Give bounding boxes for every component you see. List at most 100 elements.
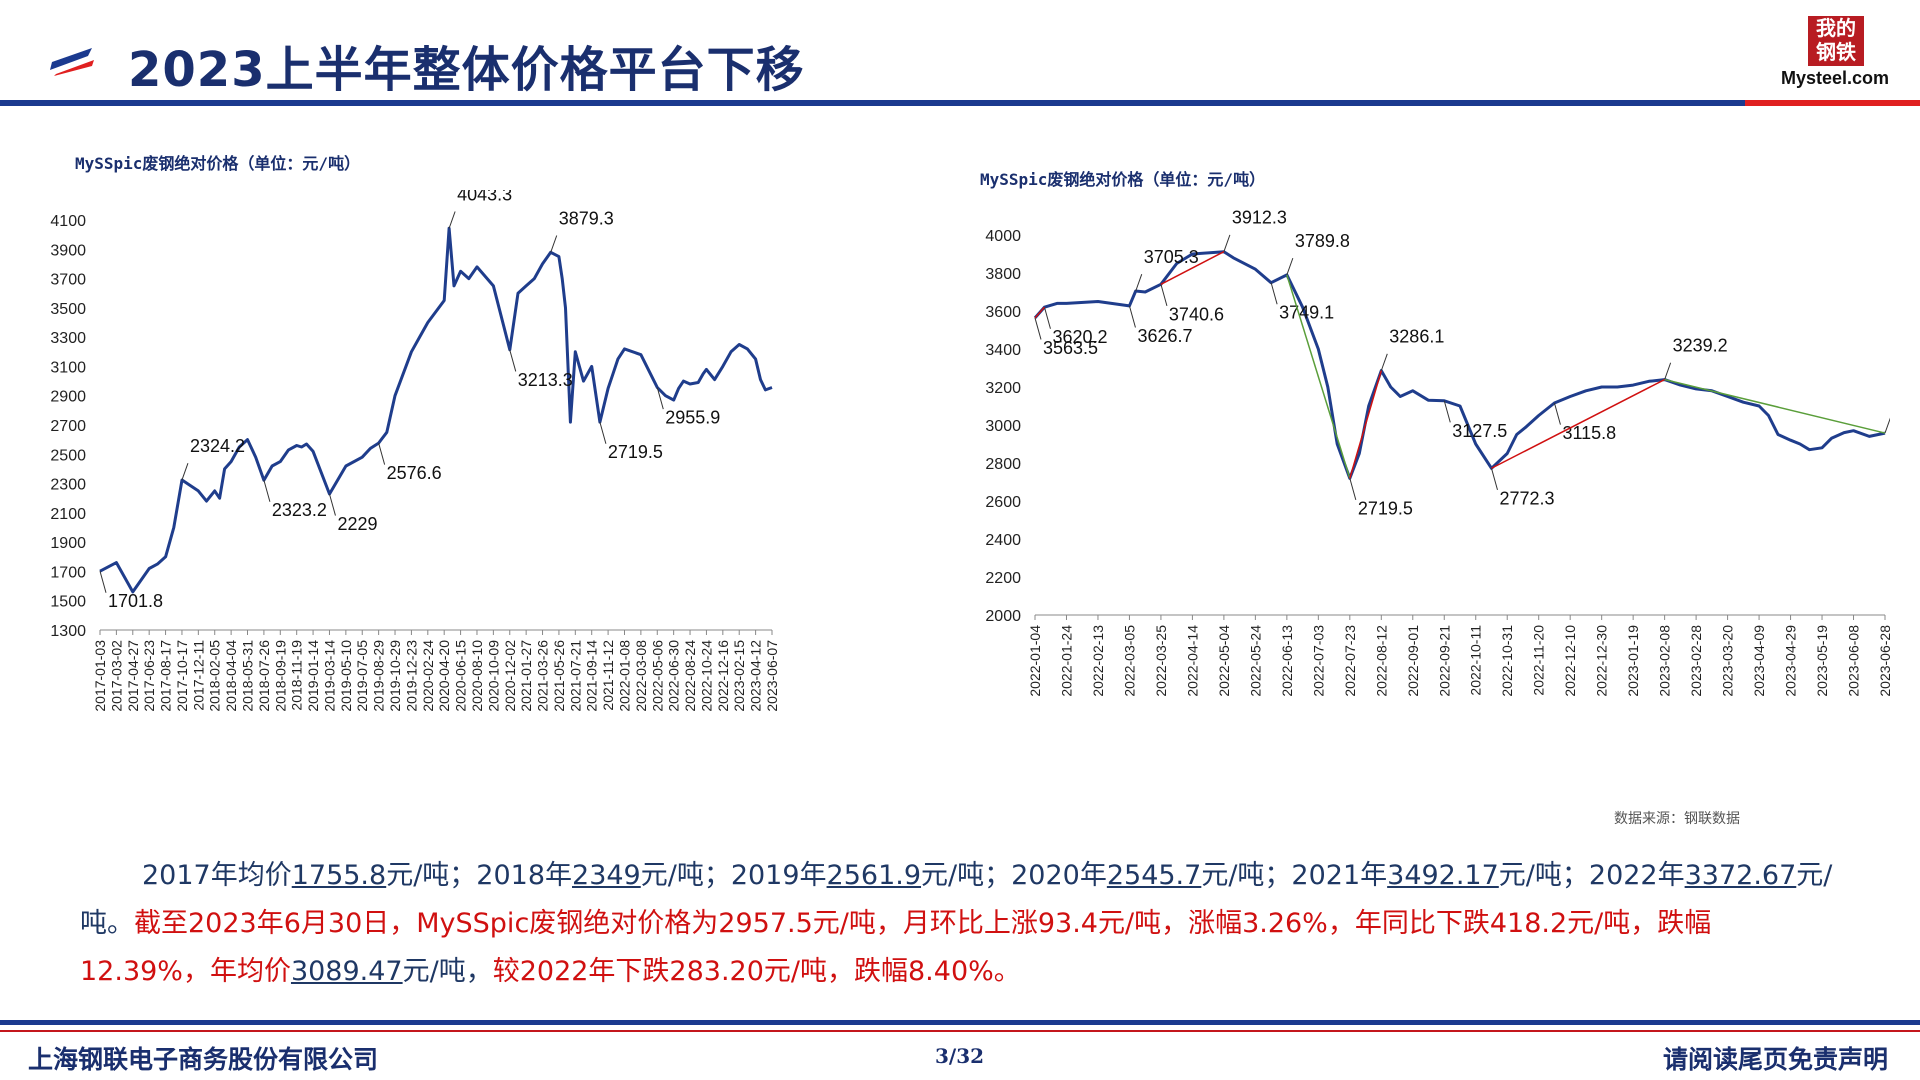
x-tick-label: 2018-02-05 bbox=[207, 640, 223, 712]
trend-down-line bbox=[1664, 378, 1886, 434]
x-tick-label: 2022-07-03 bbox=[1310, 625, 1326, 697]
data-label-leader bbox=[1128, 305, 1136, 328]
trend-up-line bbox=[1160, 250, 1225, 285]
y-tick-label: 1900 bbox=[50, 535, 86, 552]
footer-company: 上海钢联电子商务股份有限公司 bbox=[28, 1045, 379, 1074]
x-tick-label: 2023-02-15 bbox=[731, 640, 747, 712]
brand-en: Mysteel.com bbox=[1780, 68, 1890, 88]
x-tick-label: 2023-05-19 bbox=[1814, 625, 1830, 697]
data-label: 2719.5 bbox=[608, 442, 663, 462]
x-tick-label: 2023-04-29 bbox=[1783, 625, 1799, 697]
x-tick-label: 2019-12-23 bbox=[403, 640, 419, 712]
x-tick-label: 2019-10-29 bbox=[387, 640, 403, 712]
data-label: 2323.2 bbox=[272, 500, 327, 520]
x-tick-label: 2022-01-08 bbox=[616, 640, 632, 712]
x-tick-label: 2022-10-31 bbox=[1499, 625, 1515, 697]
y-tick-label: 3500 bbox=[50, 301, 86, 318]
x-tick-label: 2018-04-04 bbox=[223, 640, 239, 712]
x-tick-label: 2017-10-17 bbox=[174, 640, 190, 712]
x-tick-label: 2022-03-05 bbox=[1121, 625, 1137, 697]
data-label: 3620.2 bbox=[1052, 327, 1107, 347]
footer-disclaimer: 请阅读尾页免责声明 bbox=[1662, 1045, 1888, 1074]
y-tick-label: 1300 bbox=[50, 623, 86, 640]
data-label-leader bbox=[550, 235, 558, 253]
y-tick-label: 1500 bbox=[50, 594, 86, 611]
price-line bbox=[99, 226, 773, 594]
x-tick-label: 2022-03-08 bbox=[633, 640, 649, 712]
data-label: 3563.5 bbox=[1043, 338, 1098, 358]
y-tick-label: 3000 bbox=[985, 418, 1021, 435]
data-label-leader bbox=[1223, 234, 1231, 252]
x-tick-label: 2022-10-11 bbox=[1468, 625, 1484, 696]
x-tick-label: 2021-01-27 bbox=[518, 640, 534, 712]
x-tick-label: 2017-04-27 bbox=[125, 640, 141, 712]
x-tick-label: 2019-05-10 bbox=[338, 640, 354, 712]
trend-down-line bbox=[1286, 274, 1351, 479]
x-tick-label: 2022-03-25 bbox=[1153, 625, 1169, 697]
x-tick-label: 2023-04-12 bbox=[748, 640, 764, 712]
chart-2: 2000 2200 2400 2600 2800 3000 3200 3400 3600 3800… bbox=[985, 208, 1890, 697]
y-tick-label: 2600 bbox=[985, 494, 1021, 511]
x-tick-label: 2023-04-09 bbox=[1751, 625, 1767, 697]
data-label: 2576.6 bbox=[387, 463, 442, 483]
x-tick-label: 2018-05-31 bbox=[240, 640, 256, 712]
y-tick-label: 2100 bbox=[50, 506, 86, 523]
data-label: 3127.5 bbox=[1452, 421, 1507, 441]
data-label: 3879.3 bbox=[559, 208, 614, 228]
y-tick-label: 2900 bbox=[50, 389, 86, 406]
data-label: 3626.7 bbox=[1137, 326, 1192, 346]
chart-1: 1300 1500 1700 1900 2100 2300 2500 2700 2900 3100… bbox=[50, 190, 780, 712]
x-tick-label: 2022-06-13 bbox=[1279, 625, 1295, 697]
data-label-leader bbox=[378, 442, 386, 465]
x-tick-label: 2018-11-19 bbox=[289, 640, 305, 711]
header-rule bbox=[0, 100, 1920, 106]
data-label-leader bbox=[328, 493, 336, 516]
x-tick-label: 2022-05-24 bbox=[1247, 625, 1263, 697]
data-label-leader bbox=[1490, 468, 1498, 490]
trend-up-line bbox=[1491, 378, 1665, 469]
data-source: 数据来源：钢联数据 bbox=[1614, 811, 1740, 827]
data-label-leader bbox=[1349, 478, 1357, 501]
x-tick-label: 2022-06-30 bbox=[666, 640, 682, 712]
x-tick-label: 2022-05-04 bbox=[1216, 625, 1232, 697]
data-label-leader bbox=[656, 387, 664, 410]
x-tick-label: 2022-09-21 bbox=[1436, 625, 1452, 697]
data-label-leader bbox=[1270, 282, 1278, 305]
data-label: 3705.3 bbox=[1144, 247, 1199, 267]
data-label: 3789.8 bbox=[1295, 231, 1350, 251]
x-tick-label: 2023-03-20 bbox=[1720, 625, 1736, 697]
y-tick-label: 2000 bbox=[985, 608, 1021, 625]
x-tick-label: 2017-03-02 bbox=[108, 640, 124, 712]
data-label: 2772.3 bbox=[1499, 488, 1554, 508]
data-label-leader bbox=[1380, 353, 1388, 371]
data-label: 2719.5 bbox=[1358, 498, 1413, 518]
y-tick-label: 2300 bbox=[50, 477, 86, 494]
data-label-leader bbox=[1135, 274, 1143, 292]
y-tick-label: 2200 bbox=[985, 570, 1021, 587]
data-label: 3213.3 bbox=[518, 370, 573, 390]
data-label: 3239.2 bbox=[1673, 336, 1728, 356]
x-tick-label: 2022-05-06 bbox=[649, 640, 665, 712]
data-label: 3286.1 bbox=[1389, 327, 1444, 347]
data-label: 2324.2 bbox=[190, 436, 245, 456]
x-tick-label: 2023-01-19 bbox=[1625, 625, 1641, 697]
footer-rule bbox=[0, 1020, 1920, 1025]
data-label-leader bbox=[1884, 417, 1890, 434]
data-label-leader bbox=[1443, 400, 1451, 423]
x-tick-label: 2023-02-08 bbox=[1657, 625, 1673, 697]
data-label-leader bbox=[263, 480, 271, 502]
data-label: 3115.8 bbox=[1562, 423, 1616, 443]
x-tick-label: 2020-08-10 bbox=[469, 640, 485, 712]
data-label: 3740.6 bbox=[1169, 304, 1224, 324]
x-tick-label: 2020-10-09 bbox=[485, 640, 501, 712]
x-tick-label: 2021-07-21 bbox=[567, 640, 583, 712]
y-tick-label: 3100 bbox=[50, 359, 86, 376]
company-logo-icon bbox=[50, 48, 94, 76]
x-tick-label: 2017-06-23 bbox=[141, 640, 157, 712]
y-tick-label: 3900 bbox=[50, 242, 86, 259]
x-tick-label: 2020-02-24 bbox=[420, 640, 436, 712]
x-tick-label: 2019-08-29 bbox=[371, 640, 387, 712]
data-label: 2229 bbox=[337, 514, 377, 534]
data-label-leader bbox=[1286, 257, 1294, 276]
x-tick-label: 2022-10-24 bbox=[698, 640, 714, 712]
